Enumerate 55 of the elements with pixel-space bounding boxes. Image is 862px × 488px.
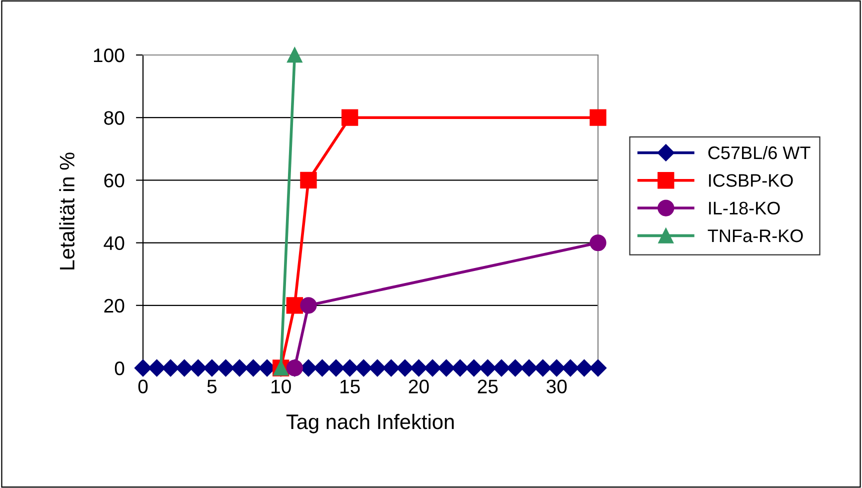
- point: [534, 359, 552, 377]
- x-tick-label: 20: [408, 380, 429, 394]
- point: [148, 359, 166, 377]
- y-axis-title: Letalität in %: [59, 152, 74, 270]
- point: [355, 359, 372, 377]
- point: [341, 359, 358, 377]
- x-tick-label: 5: [207, 380, 217, 394]
- y-tick-label: 20: [104, 298, 124, 313]
- x-tick-label: 10: [272, 380, 291, 394]
- point: [452, 359, 469, 377]
- point: [176, 359, 193, 377]
- point: [244, 359, 262, 377]
- point: [300, 297, 317, 314]
- point: [410, 359, 428, 377]
- x-tick-label: 30: [546, 380, 567, 394]
- point: [590, 109, 606, 126]
- point: [424, 359, 442, 377]
- point: [314, 359, 331, 377]
- y-tick-label: 80: [104, 111, 124, 125]
- point: [548, 359, 566, 377]
- y-tick-label: 40: [104, 236, 124, 250]
- point: [190, 359, 207, 377]
- point: [382, 359, 400, 377]
- point: [327, 359, 345, 377]
- y-tick-label: 60: [104, 174, 124, 188]
- point: [562, 359, 579, 377]
- legend-label: ICSBP-KO: [709, 174, 793, 187]
- point: [520, 359, 538, 377]
- point: [134, 359, 152, 377]
- point: [492, 359, 510, 377]
- x-tick-label: 25: [478, 380, 498, 394]
- point: [230, 359, 248, 377]
- x-tick-label: 15: [340, 380, 360, 394]
- x-axis-title: Tag nach Infektion: [286, 414, 454, 434]
- legend-label: C57BL/6 WT: [708, 146, 810, 160]
- point: [589, 359, 607, 377]
- point: [341, 109, 358, 126]
- y-tick-label: 0: [114, 361, 124, 376]
- y-tick-label: 100: [94, 48, 124, 62]
- legend-label: TNFa-R-KO: [708, 229, 803, 242]
- legend-label: IL-18-KO: [709, 202, 780, 215]
- point: [287, 47, 302, 63]
- point: [203, 359, 220, 377]
- point: [438, 359, 455, 377]
- point: [368, 359, 386, 377]
- point: [590, 234, 606, 252]
- point: [465, 359, 482, 377]
- point: [506, 359, 524, 377]
- point: [479, 359, 496, 377]
- x-tick-label: 0: [138, 380, 148, 394]
- point: [217, 359, 234, 377]
- point: [576, 359, 593, 377]
- point: [162, 359, 180, 377]
- point: [396, 359, 414, 377]
- point: [300, 172, 317, 189]
